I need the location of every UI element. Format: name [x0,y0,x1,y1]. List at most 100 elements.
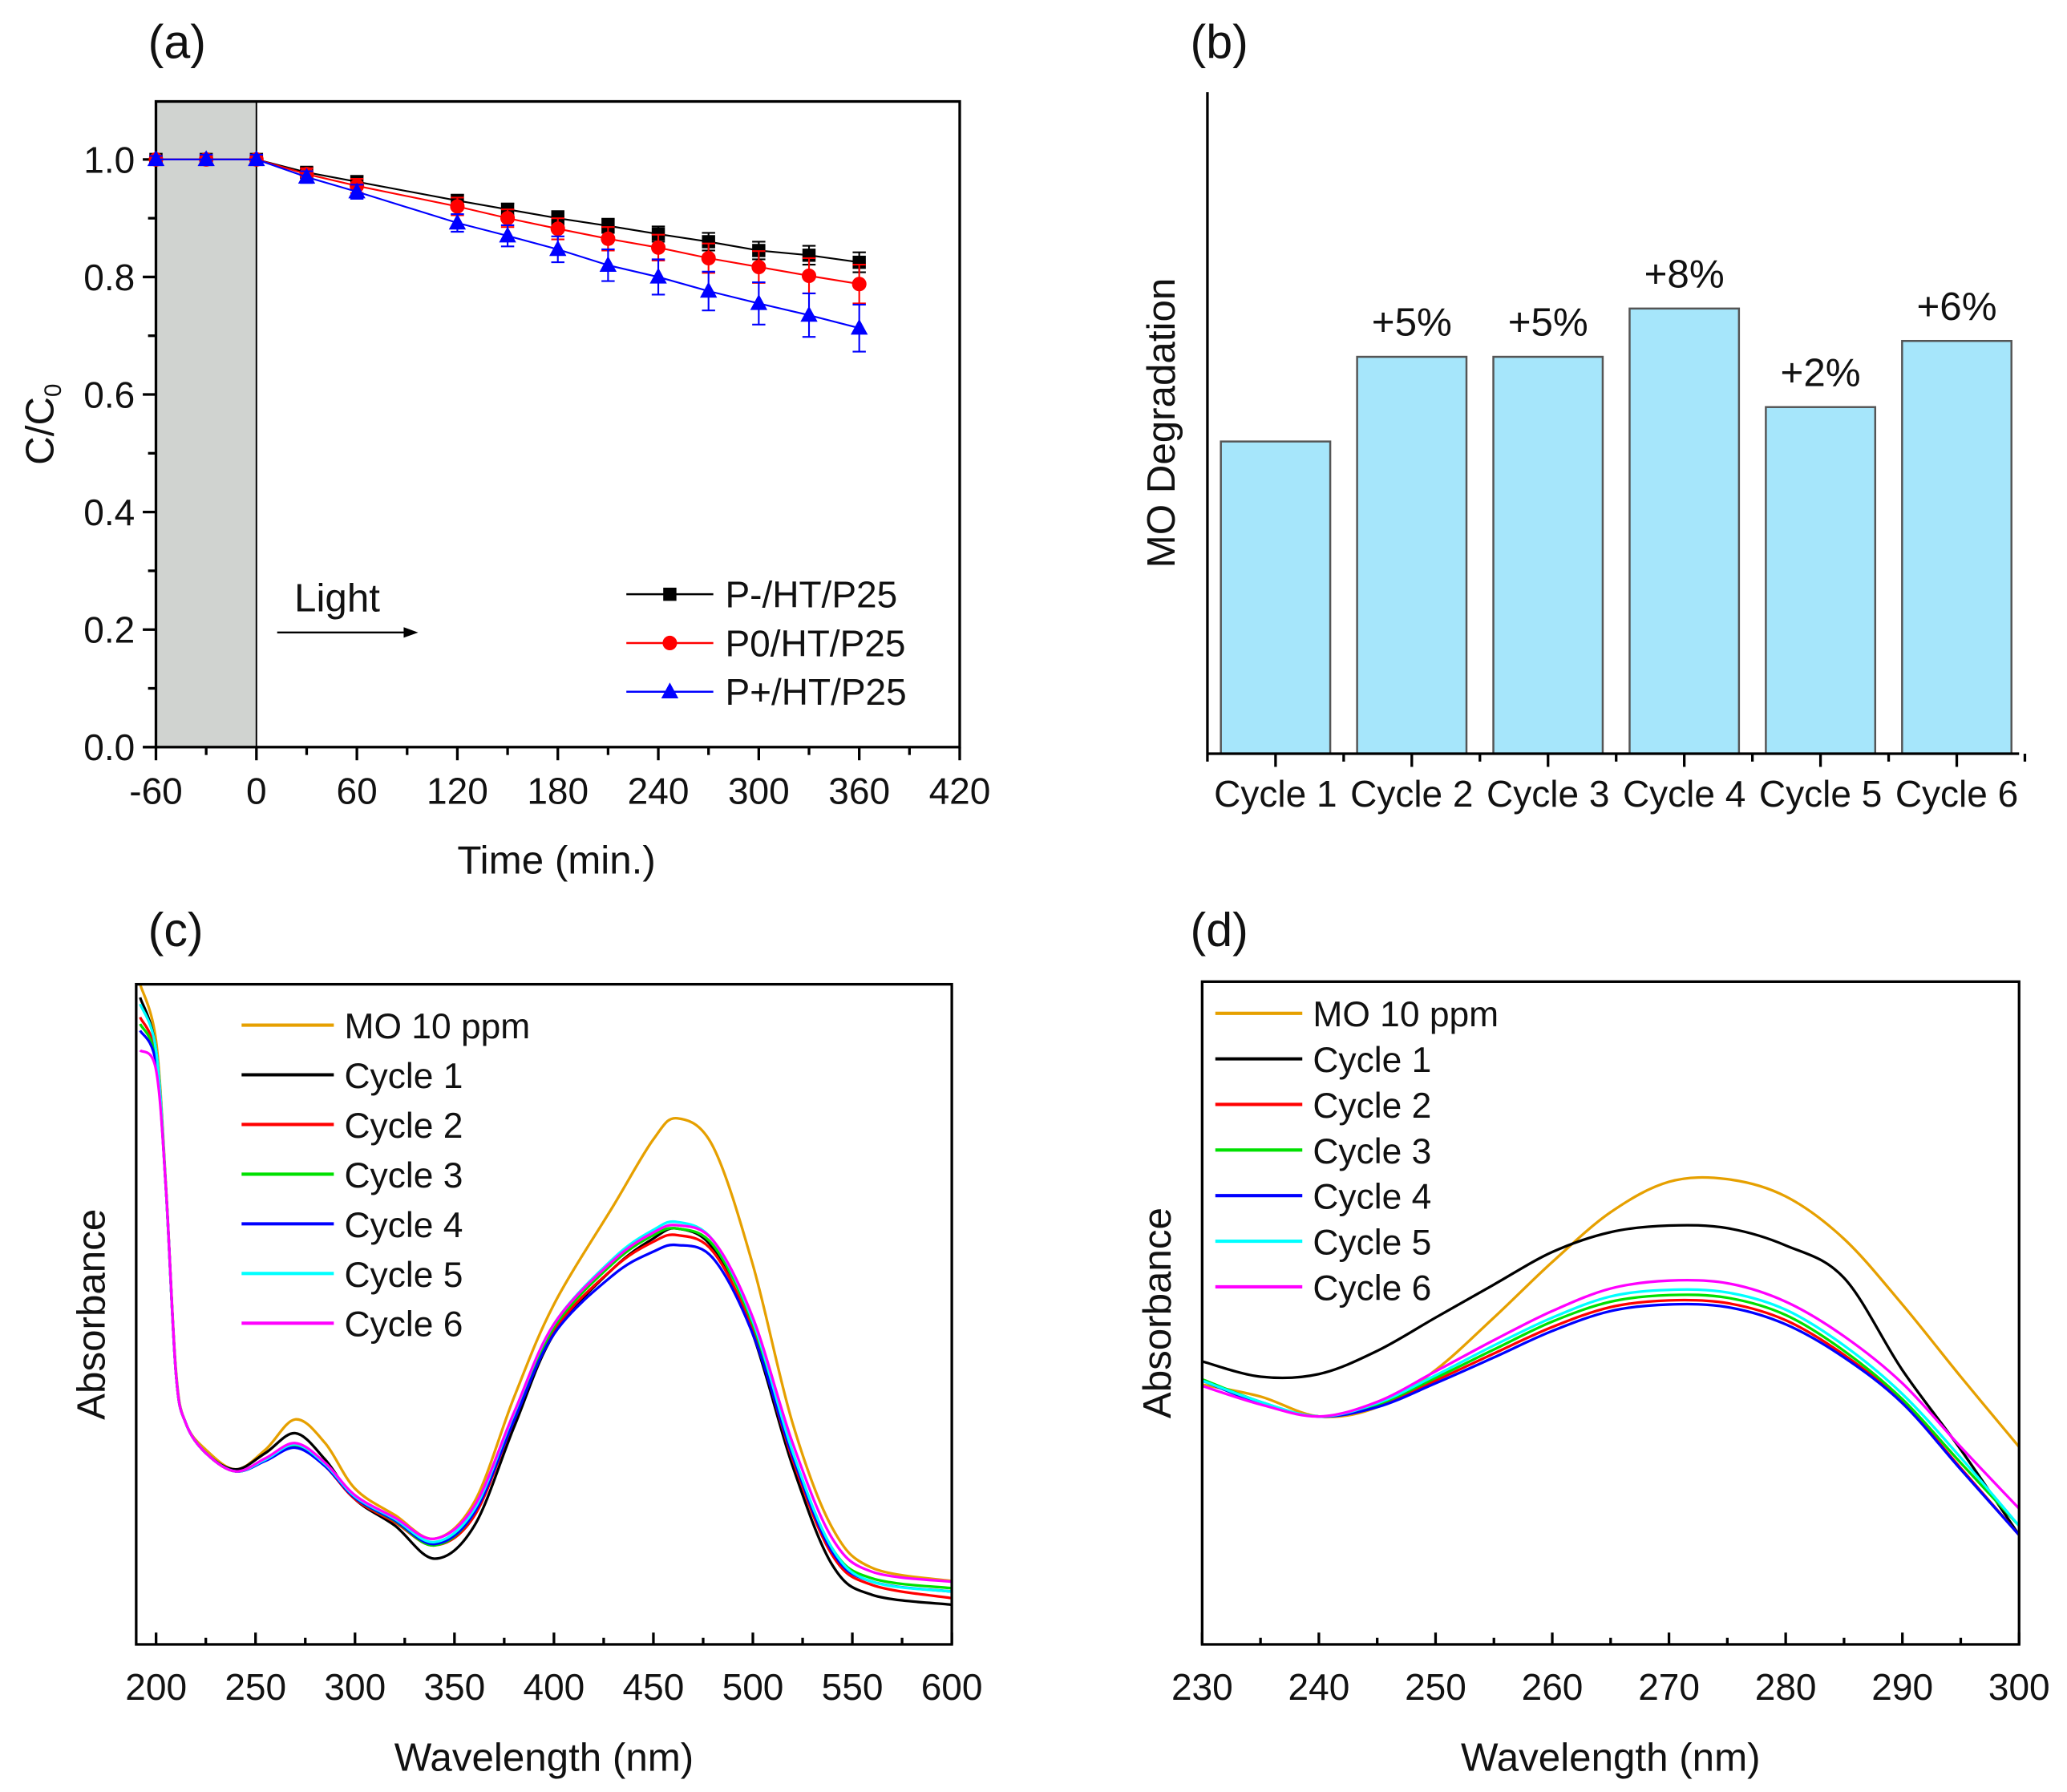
panel-label: (a) [148,14,206,68]
legend-label: Cycle 1 [345,1057,463,1096]
legend-label: Cycle 2 [1313,1086,1431,1126]
dark-region [156,101,257,747]
data-point [801,268,817,284]
data-point [750,293,768,310]
series-cycle-5 [1202,1288,2020,1527]
category-label: Cycle 2 [1350,773,1473,815]
data-point [800,305,818,322]
legend-label: Cycle 4 [1313,1178,1431,1217]
y-tick-label: 1.0 [83,139,135,180]
data-point [549,240,567,257]
series-cycle-6 [139,1049,953,1584]
series-cycle-4 [139,1029,953,1593]
x-tick-label: 300 [728,770,790,811]
category-label: Cycle 5 [1759,773,1882,815]
plot-area [1202,1175,2020,1536]
legend-marker [661,682,679,698]
legend-label: Cycle 5 [345,1256,463,1295]
panel-d: (d) MO 10 ppm Cycle 1 Cycle 2 Cycle 3 Cycle 4… [1135,903,2050,1780]
y-axis-label-subscript: 0 [40,383,67,396]
y-axis-label: Absorbance [1135,1207,1179,1418]
data-point [450,199,465,214]
legend-label: Cycle 3 [1313,1132,1431,1171]
plot-frame [135,982,953,1646]
bar-cycle-3 [1492,355,1604,755]
x-tick-label: 500 [722,1666,784,1708]
x-axis-label: Wavelength (nm) [394,1736,694,1780]
series-cycle-3 [1202,1293,2020,1527]
y-axis-label: C/C0 [18,383,67,464]
data-point [550,221,565,237]
x-tick-label: 550 [822,1666,884,1708]
bar-cycle-4 [1628,307,1741,755]
x-tick-label: 360 [828,770,890,811]
panel-label: (d) [1191,903,1248,957]
legend-label: Cycle 4 [345,1206,463,1245]
x-tick-label: 270 [1638,1666,1700,1708]
panel-a: (a) -60 0 60 120 180 240 300 360 420 0.0 0.2 0.4 0.6 0… [18,14,990,882]
bar-label: +6% [1916,285,1996,329]
data-point [851,277,867,292]
series-cycle-6 [1202,1278,2020,1510]
data-point [448,213,467,230]
data-point [700,281,718,298]
series-cycle-4 [1202,1302,2020,1536]
legend-marker [662,635,678,651]
y-tick-label: 0.4 [83,491,135,533]
plot-frame [1200,980,2020,1646]
x-tick-label: 450 [623,1666,685,1708]
data-point [702,235,715,249]
data-point [500,211,516,226]
y-tick-label: 0.0 [83,726,135,768]
x-tick-label: 230 [1171,1666,1233,1708]
data-point [248,150,265,167]
data-point [601,231,616,246]
bar-label: +2% [1781,350,1861,394]
legend-label: Cycle 5 [1313,1224,1431,1263]
panel-c: (c) MO 10 ppm Cycle 1 Cycle 2 Cycle 3 Cycle 4… [69,903,982,1780]
data-point [348,182,366,199]
x-axis-label: Time (min.) [457,839,655,883]
x-tick-label: 600 [921,1666,983,1708]
series-cycle-5 [139,1003,953,1593]
x-tick-label: 290 [1871,1666,1933,1708]
x-axis-label: Wavelength (nm) [1461,1736,1761,1780]
x-tick-label: 240 [628,770,690,811]
x-tick-label: 240 [1288,1666,1350,1708]
series-cycle-3 [139,1023,953,1590]
legend-label: Cycle 1 [1313,1041,1431,1080]
x-tick-label: -60 [129,770,182,811]
data-point [197,150,215,167]
legend-label: P+/HT/P25 [725,671,906,713]
data-point [751,259,767,275]
legend-marker [663,587,677,601]
bar-label: +5% [1508,301,1588,345]
x-tick-label: 60 [337,770,378,811]
data-point [147,150,165,167]
x-tick-label: 180 [527,770,589,811]
x-tick-label: 120 [427,770,488,811]
bar-cycle-2 [1356,355,1468,755]
bar-label: +8% [1644,253,1725,297]
x-tick-label: 250 [224,1666,286,1708]
plot-area [139,984,953,1607]
category-label: Cycle 4 [1623,773,1745,815]
y-axis-label: MO Degradation [1139,278,1183,568]
data-point [701,250,716,266]
bar-cycle-1 [1220,440,1332,755]
x-tick-label: 250 [1405,1666,1466,1708]
panel-label: (b) [1191,14,1248,68]
series-P+/HT/P25 [147,150,868,353]
bar-label: +5% [1372,301,1452,345]
legend-label: MO 10 ppm [345,1007,531,1046]
data-point [499,226,516,243]
category-label: Cycle 6 [1895,773,2018,815]
x-tick-label: 300 [324,1666,386,1708]
series-cycle-1 [1202,1224,2020,1536]
data-point [852,255,866,269]
data-point [599,256,617,272]
category-label: Cycle 1 [1214,773,1337,815]
legend-label: P0/HT/P25 [725,622,905,664]
bar-cycle-6 [1901,339,2012,755]
